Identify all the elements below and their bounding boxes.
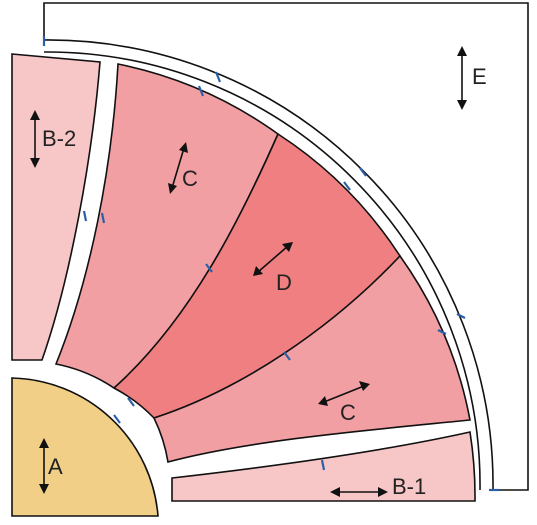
label-d: D bbox=[276, 270, 292, 295]
region-b2 bbox=[11, 53, 101, 361]
region-a bbox=[11, 377, 159, 517]
label-b1: B-1 bbox=[392, 474, 426, 499]
double-arrow-icon bbox=[457, 46, 467, 110]
label-e: E bbox=[472, 64, 487, 89]
double-arrow-icon bbox=[330, 487, 388, 497]
double-arrow-icon bbox=[253, 242, 293, 276]
tick-marks bbox=[42, 36, 499, 492]
region-c-lower bbox=[152, 254, 471, 464]
label-b2: B-2 bbox=[42, 126, 76, 151]
region-e-frame bbox=[43, 2, 529, 491]
label-c-upper: C bbox=[182, 166, 198, 191]
double-arrow-icon bbox=[39, 438, 49, 494]
double-arrow-icon bbox=[168, 142, 188, 194]
label-c-lower: C bbox=[340, 400, 356, 425]
gap-arc-outer bbox=[43, 51, 481, 491]
label-a: A bbox=[48, 454, 63, 479]
double-arrow-icon bbox=[318, 381, 370, 406]
double-arrow-icon bbox=[30, 110, 40, 168]
